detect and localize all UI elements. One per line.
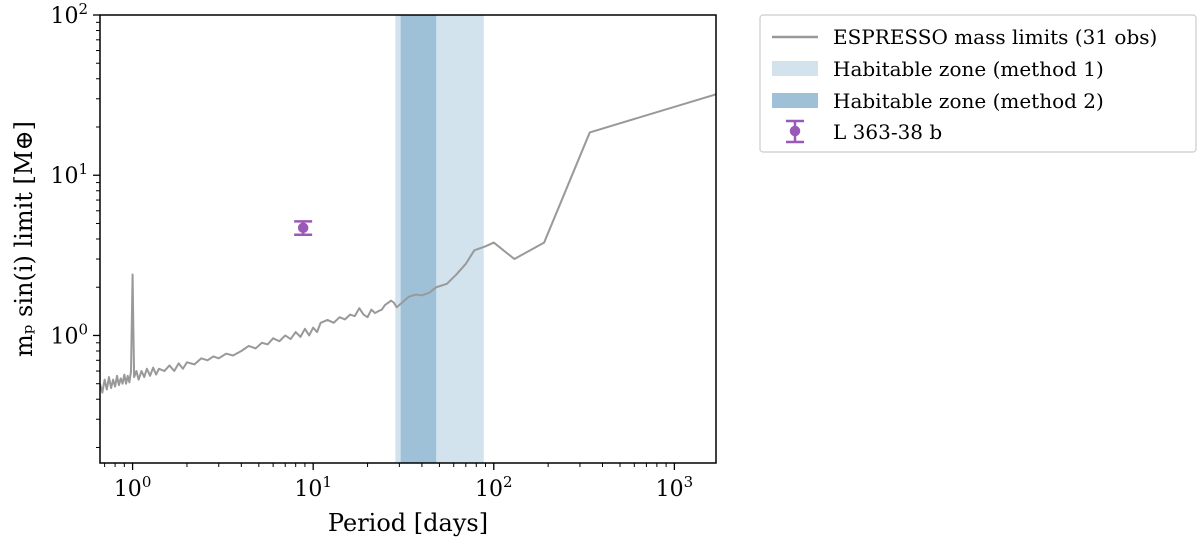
data-points bbox=[294, 220, 313, 237]
series-lines bbox=[100, 93, 716, 394]
habitable-zone-band-2 bbox=[400, 15, 437, 463]
y-tick-label-1: 100 bbox=[50, 320, 88, 349]
series-line-1 bbox=[100, 93, 716, 394]
x-tick-label-2: 101 bbox=[294, 473, 332, 502]
y-axis-ticks: 100 101 102 bbox=[50, 0, 100, 448]
x-axis-label: Period [days] bbox=[328, 509, 488, 537]
legend-point-marker bbox=[786, 119, 804, 144]
legend-label-hz-method-1: Habitable zone (method 1) bbox=[833, 57, 1104, 81]
legend-label-espresso: ESPRESSO mass limits (31 obs) bbox=[833, 25, 1157, 49]
legend-label-hz-method-2: Habitable zone (method 2) bbox=[833, 89, 1104, 113]
y-tick-label-3: 102 bbox=[50, 0, 88, 29]
x-tick-label-4: 103 bbox=[656, 473, 694, 502]
y-axis-label: mₚ sin(i) limit [M⊕] bbox=[10, 121, 38, 357]
x-axis-ticks: 100 101 102 103 bbox=[104, 463, 694, 502]
habitable-zone-bands bbox=[395, 15, 484, 463]
x-tick-label-3: 102 bbox=[475, 473, 513, 502]
point-marker bbox=[297, 222, 309, 234]
legend-frame bbox=[759, 14, 1197, 153]
y-tick-label-2: 101 bbox=[50, 160, 88, 189]
x-tick-label-1: 100 bbox=[114, 473, 152, 502]
legend-band-swatch-1 bbox=[772, 61, 818, 76]
legend-label-planet: L 363-38 b bbox=[833, 120, 942, 144]
legend-band-swatch-2 bbox=[772, 93, 818, 108]
legend: ESPRESSO mass limits (31 obs) Habitable … bbox=[759, 14, 1197, 153]
data-point-1 bbox=[294, 220, 313, 237]
